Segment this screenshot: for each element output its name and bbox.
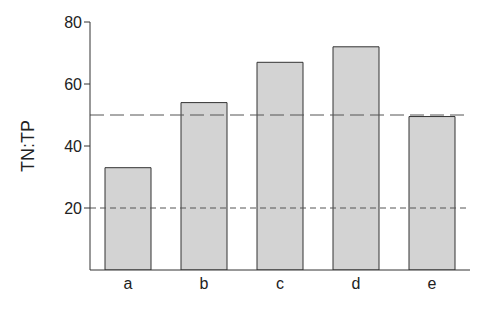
svg-text:c: c	[276, 275, 284, 292]
svg-text:a: a	[124, 275, 133, 292]
svg-text:20: 20	[64, 200, 82, 217]
svg-text:d: d	[352, 275, 361, 292]
svg-text:60: 60	[64, 76, 82, 93]
svg-text:TN:TP: TN:TP	[18, 120, 38, 172]
svg-text:80: 80	[64, 14, 82, 31]
svg-text:b: b	[200, 275, 209, 292]
svg-text:e: e	[428, 275, 437, 292]
svg-text:40: 40	[64, 138, 82, 155]
